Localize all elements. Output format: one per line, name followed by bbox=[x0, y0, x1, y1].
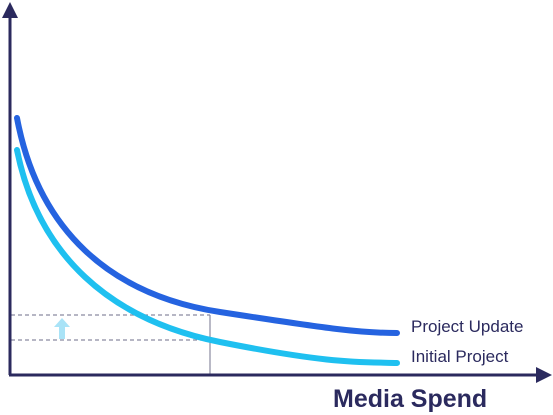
y-axis-arrow bbox=[2, 2, 18, 18]
x-axis-arrow bbox=[536, 367, 552, 383]
x-axis-title: Media Spend bbox=[333, 385, 487, 413]
curve-label: Initial Project bbox=[411, 347, 509, 366]
initial-project-curve bbox=[14, 147, 400, 366]
curve-label: Project Update bbox=[411, 317, 523, 336]
project-update-curve bbox=[14, 115, 400, 336]
uplift-arrow bbox=[54, 318, 70, 339]
